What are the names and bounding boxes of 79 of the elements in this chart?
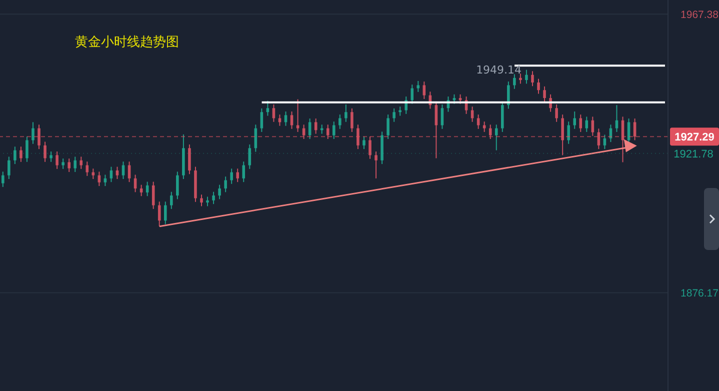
candlestick: [158, 201, 161, 227]
candlestick: [416, 80, 420, 92]
candlestick: [8, 156, 10, 180]
candlestick: [260, 108, 264, 132]
candlestick: [519, 73, 522, 84]
candlestick: [482, 121, 486, 132]
candlestick: [188, 144, 191, 175]
candlestick: [525, 69, 528, 84]
candlestick: [422, 81, 426, 100]
candlestick: [278, 114, 282, 126]
candlestick: [80, 156, 83, 170]
candlestick: [494, 124, 498, 151]
candlestick: [573, 110, 576, 130]
candlestick: [62, 158, 64, 170]
candlestick: [356, 124, 360, 150]
candlestick: [368, 136, 372, 160]
candlestick: [386, 114, 390, 140]
candlestick: [14, 146, 16, 165]
candlestick: [543, 86, 546, 102]
candlestick: [585, 116, 588, 132]
candlestick: [56, 151, 58, 170]
candlestick: [20, 146, 22, 162]
candlestick: [537, 78, 540, 94]
candlestick: [176, 171, 179, 200]
candlestick: [206, 196, 209, 207]
candlestick: [164, 201, 167, 225]
candlestick: [308, 118, 312, 140]
candlestick: [332, 121, 336, 140]
candlestick: [200, 194, 203, 207]
candlestick: [326, 124, 330, 140]
candlestick: [218, 184, 221, 200]
candlestick: [212, 191, 215, 205]
candlestick: [152, 181, 155, 210]
candlestick: [579, 114, 582, 132]
candlestick: [110, 166, 113, 183]
candlestick: [561, 114, 564, 156]
candlestick: [314, 118, 318, 134]
candlestick: [350, 108, 354, 132]
candlestick: [74, 156, 77, 172]
candlestick: [242, 161, 246, 183]
candlestick: [392, 108, 396, 122]
candlestick: [104, 174, 107, 187]
candlestick: [68, 158, 70, 172]
text: 黄金小时线趋势图: [75, 34, 179, 51]
candlestick: [362, 136, 366, 150]
candlestick: [44, 141, 46, 162]
candlestick: [140, 184, 143, 197]
candlestick: [32, 122, 34, 144]
candlestick: [26, 136, 28, 162]
candlestick: [501, 100, 504, 132]
candlestick: [591, 116, 594, 136]
y-tick-label: 1876.17: [680, 288, 719, 300]
candlestick: [513, 74, 516, 90]
candlestick: [507, 81, 510, 110]
candlestick: [633, 118, 636, 141]
ref-line-label: 1927.29: [674, 132, 714, 144]
candlestick: [374, 151, 378, 179]
y-tick-label: 1967.38: [680, 9, 719, 22]
candlestick: [488, 124, 492, 140]
candlestick: [338, 114, 342, 130]
candlestick: [116, 166, 119, 180]
candlestick: [224, 176, 227, 193]
candlestick: [230, 168, 233, 184]
candlestick: [555, 104, 558, 122]
candlestick: [248, 144, 252, 170]
candlestick: [2, 171, 4, 188]
candlestick: [170, 191, 173, 210]
candlestick: [266, 100, 270, 116]
candlestick: [410, 84, 414, 104]
candlestick: [567, 121, 570, 144]
candlestick: [344, 104, 348, 122]
ref-line-label: 1921.78: [674, 148, 714, 160]
candlestick: [38, 124, 40, 150]
candlestick: [236, 168, 240, 183]
candlestick: [531, 70, 534, 87]
annotation: 1949.14: [476, 64, 522, 77]
candlestick: [50, 151, 52, 162]
candlestick: [615, 104, 618, 132]
candlestick: [296, 98, 300, 132]
